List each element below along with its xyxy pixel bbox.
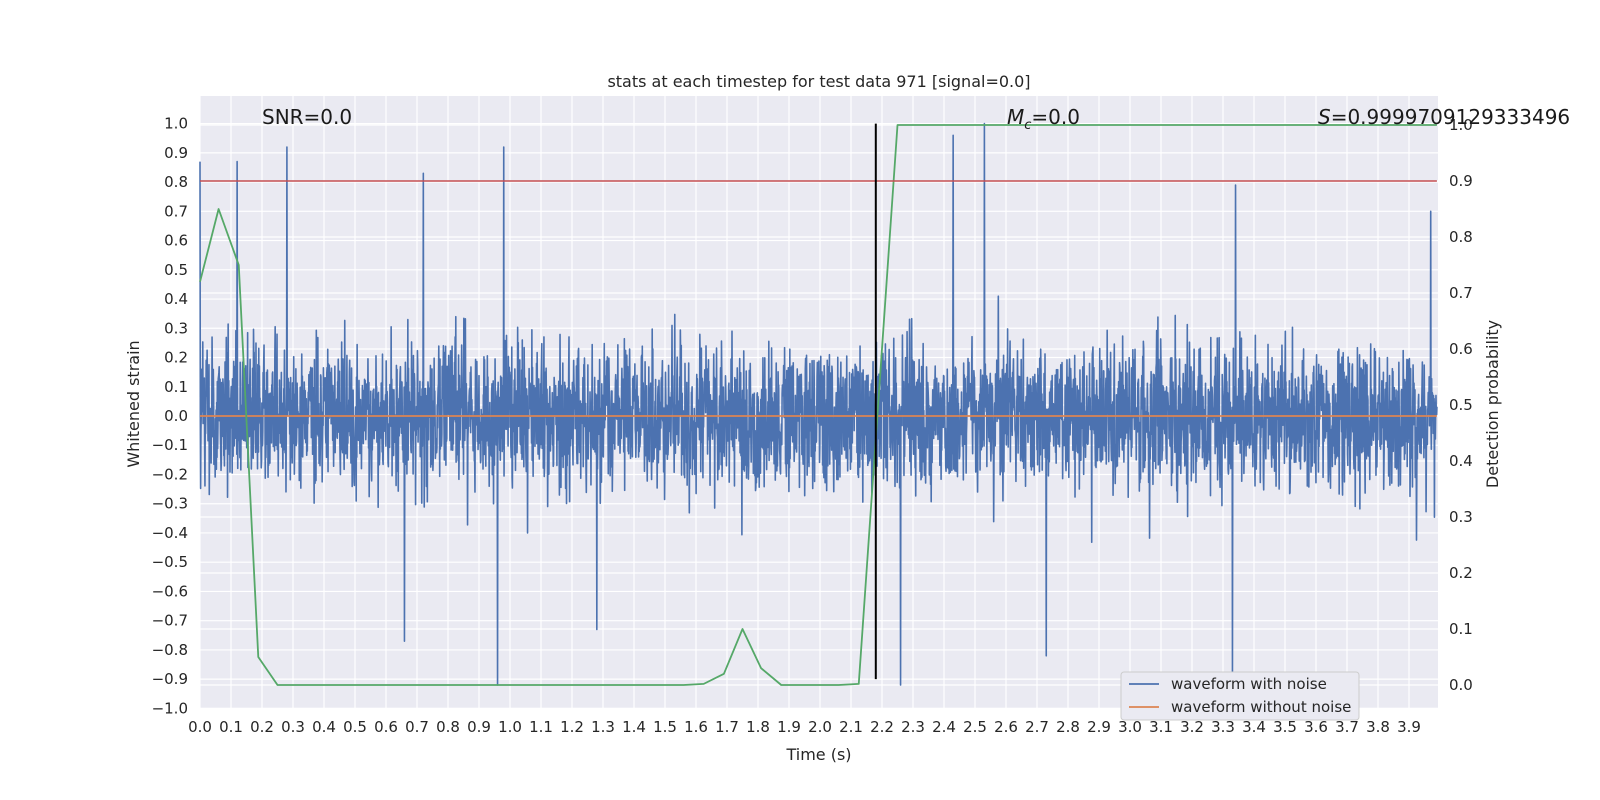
annotation-chirp-mass: Mc=0.0 xyxy=(1007,105,1080,133)
y-left-axis-ticks: −1.0 −0.9 −0.8 −0.7 −0.6 −0.5 −0.4 −0.3 −0.2 −0.1… xyxy=(152,115,188,718)
y-right-axis-ticks: 0.0 0.1 0.2 0.3 0.4 0.5 0.6 0.7 0.8 0.9 1.0 xyxy=(1449,116,1473,694)
x-tick-label: 1.8 xyxy=(746,718,770,736)
y-axis-label-left: Whitened strain xyxy=(124,340,143,467)
x-tick-label: 2.2 xyxy=(870,718,894,736)
y-left-tick-label: −1.0 xyxy=(152,699,188,717)
x-tick-label: 1.5 xyxy=(653,718,677,736)
x-axis-ticks: 0.0 0.1 0.2 0.3 0.4 0.5 0.6 0.7 0.8 0.9 1.0 1.1 1.2 1… xyxy=(188,718,1421,736)
x-tick-label: 0.3 xyxy=(281,718,305,736)
y-right-tick-label: 0.6 xyxy=(1449,340,1473,358)
x-tick-label: 0.2 xyxy=(250,718,274,736)
y-left-tick-label: −0.6 xyxy=(152,582,188,600)
x-tick-label: 3.2 xyxy=(1180,718,1204,736)
x-tick-label: 2.8 xyxy=(1056,718,1080,736)
annotation-snr: SNR=0.0 xyxy=(262,105,352,129)
x-tick-label: 1.9 xyxy=(777,718,801,736)
x-tick-label: 3.5 xyxy=(1273,718,1297,736)
y-left-tick-label: 0.7 xyxy=(164,202,188,220)
y-left-tick-label: 0.2 xyxy=(164,349,188,367)
y-right-tick-label: 1.0 xyxy=(1449,116,1473,134)
x-tick-label: 3.1 xyxy=(1149,718,1173,736)
x-tick-label: 0.9 xyxy=(467,718,491,736)
x-tick-label: 1.6 xyxy=(684,718,708,736)
y-left-tick-label: −0.4 xyxy=(152,524,188,542)
x-tick-label: 2.6 xyxy=(994,718,1018,736)
y-right-tick-label: 0.1 xyxy=(1449,620,1473,638)
annotation-score: S=0.9999709129333496 xyxy=(1318,105,1570,129)
y-right-tick-label: 0.7 xyxy=(1449,284,1473,302)
y-left-tick-label: 1.0 xyxy=(164,115,188,133)
x-tick-label: 1.7 xyxy=(715,718,739,736)
x-tick-label: 1.3 xyxy=(591,718,615,736)
x-tick-label: 2.9 xyxy=(1087,718,1111,736)
x-tick-label: 0.5 xyxy=(343,718,367,736)
y-left-tick-label: 0.8 xyxy=(164,173,188,191)
legend: waveform with noise waveform without noi… xyxy=(1120,671,1360,721)
y-right-tick-label: 0.3 xyxy=(1449,508,1473,526)
x-tick-label: 2.5 xyxy=(963,718,987,736)
y-axis-label-right: Detection probability xyxy=(1483,320,1502,488)
x-tick-label: 2.0 xyxy=(808,718,832,736)
y-right-tick-label: 0.8 xyxy=(1449,228,1473,246)
x-tick-label: 1.1 xyxy=(529,718,553,736)
x-tick-label: 0.1 xyxy=(219,718,243,736)
legend-box xyxy=(1120,671,1360,721)
y-left-tick-label: 0.3 xyxy=(164,319,188,337)
y-right-tick-label: 0.9 xyxy=(1449,172,1473,190)
y-left-tick-label: 0.4 xyxy=(164,290,188,308)
x-tick-label: 0.7 xyxy=(405,718,429,736)
x-tick-label: 2.3 xyxy=(901,718,925,736)
y-left-tick-label: 0.6 xyxy=(164,232,188,250)
x-tick-label: 0.4 xyxy=(312,718,336,736)
x-tick-label: 3.6 xyxy=(1304,718,1328,736)
line-waveform-with-noise xyxy=(199,122,1438,686)
x-tick-label: 1.0 xyxy=(498,718,522,736)
x-tick-label: 0.8 xyxy=(436,718,460,736)
legend-label-clean: waveform without noise xyxy=(1171,698,1351,716)
x-axis-label: Time (s) xyxy=(785,745,851,764)
x-tick-label: 3.7 xyxy=(1335,718,1359,736)
series-detection-probability xyxy=(199,124,1437,686)
line-detection-probability xyxy=(199,124,1437,686)
y-left-tick-label: −0.5 xyxy=(152,553,188,571)
y-left-tick-label: 0.9 xyxy=(164,144,188,162)
x-tick-label: 0.0 xyxy=(188,718,212,736)
x-tick-label: 3.4 xyxy=(1242,718,1266,736)
y-right-tick-label: 0.2 xyxy=(1449,564,1473,582)
x-tick-label: 2.4 xyxy=(932,718,956,736)
x-tick-label: 1.4 xyxy=(622,718,646,736)
x-tick-label: 1.2 xyxy=(560,718,584,736)
y-left-tick-label: −0.3 xyxy=(152,495,188,513)
x-tick-label: 2.1 xyxy=(839,718,863,736)
y-left-tick-label: −0.1 xyxy=(152,436,188,454)
series-waveform-with-noise xyxy=(199,122,1438,686)
y-left-tick-label: 0.5 xyxy=(164,261,188,279)
y-left-tick-label: −0.9 xyxy=(152,670,188,688)
x-tick-label: 3.3 xyxy=(1211,718,1235,736)
x-tick-label: 3.0 xyxy=(1118,718,1142,736)
chart-title: stats at each timestep for test data 971… xyxy=(607,72,1030,91)
y-left-tick-label: −0.7 xyxy=(152,612,188,630)
y-left-tick-label: −0.8 xyxy=(152,641,188,659)
x-tick-label: 0.6 xyxy=(374,718,398,736)
y-right-tick-label: 0.0 xyxy=(1449,676,1473,694)
x-tick-label: 3.9 xyxy=(1397,718,1421,736)
legend-label-noise: waveform with noise xyxy=(1171,675,1327,693)
y-right-tick-label: 0.5 xyxy=(1449,396,1473,414)
y-right-tick-label: 0.4 xyxy=(1449,452,1473,470)
y-left-tick-label: 0.1 xyxy=(164,378,188,396)
y-left-tick-label: −0.2 xyxy=(152,465,188,483)
y-left-tick-label: 0.0 xyxy=(164,407,188,425)
x-tick-label: 2.7 xyxy=(1025,718,1049,736)
x-tick-label: 3.8 xyxy=(1366,718,1390,736)
